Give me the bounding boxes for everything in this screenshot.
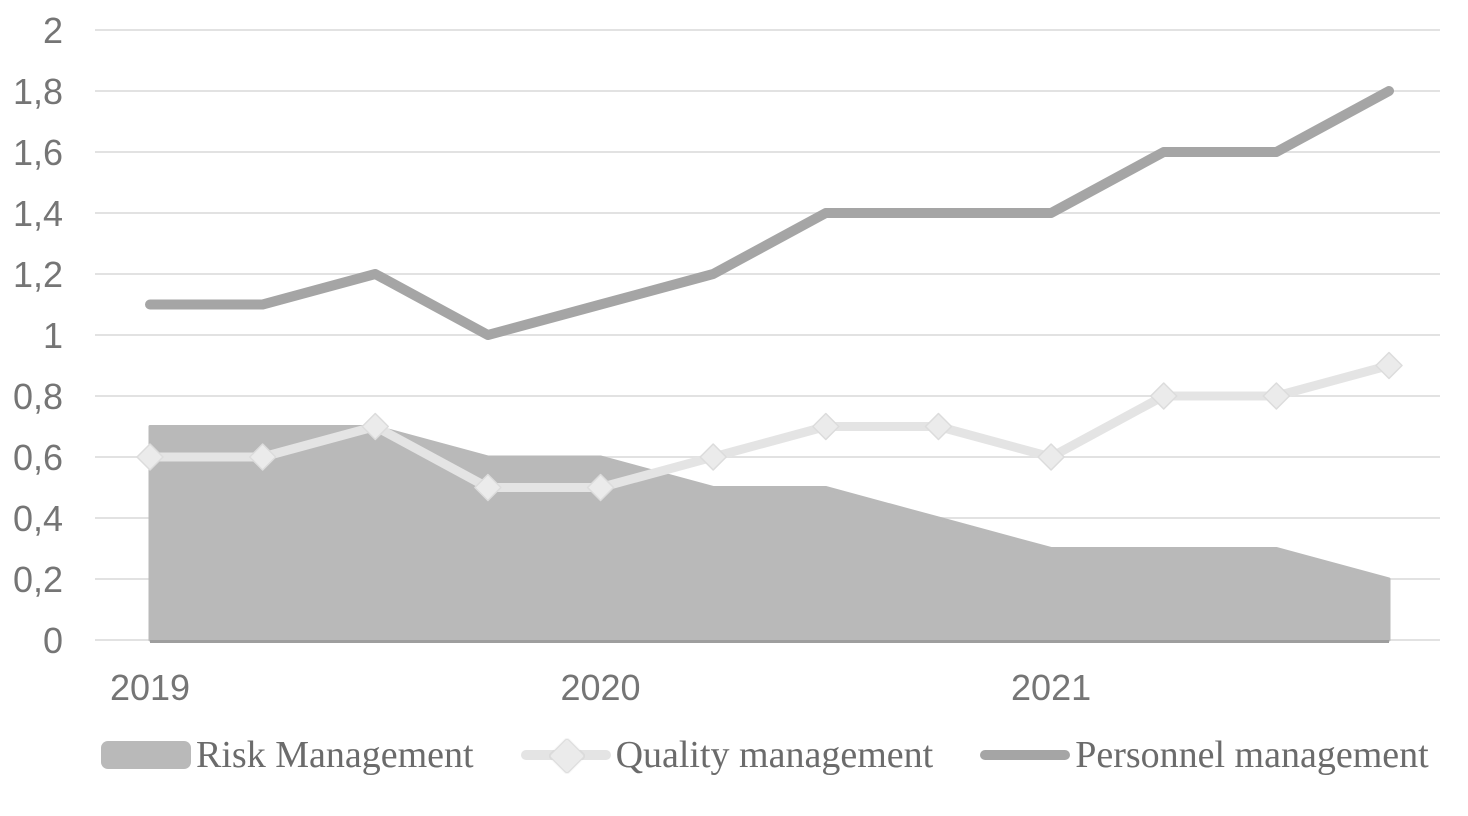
series-layer [136,86,1403,643]
diamond-marker-icon [548,737,585,775]
quality-management-marker [924,412,953,441]
line-swatch-icon [980,750,1071,760]
quality-management-marker [1262,382,1291,410]
legend-item-quality-management: Quality management [520,734,934,776]
quality-management-marker [474,473,502,502]
y-tick-label: 1,4 [13,193,63,234]
y-tick-label: 0,2 [13,559,63,600]
y-tick-label: 0 [43,620,63,661]
legend-item-risk-management: Risk Management [101,736,474,774]
personnel-management-line [145,86,1394,340]
quality-management-marker [812,412,840,441]
x-year-label: 2021 [1011,667,1091,708]
quality-management-marker [586,473,615,502]
quality-management-marker [248,443,277,471]
y-tick-label: 1,2 [13,254,63,295]
area-swatch-icon [101,741,191,769]
quality-management-line [145,361,1394,492]
y-tick-label: 0,8 [13,376,63,417]
y-tick-label: 0,4 [13,498,63,539]
legend-label-quality-management: Quality management [615,734,934,776]
y-tick-label: 2 [43,10,63,51]
y-tick-label: 1,8 [13,71,63,112]
axis-labels-layer: 0 0,2 0,4 0,6 0,8 1 1,2 1,4 1,6 1,8 2 2019 2020 2021 [13,10,1091,708]
y-tick-label: 0,6 [13,437,63,478]
y-tick-label: 1,6 [13,132,63,173]
chart-legend: Risk Management Quality management Perso… [101,734,1429,776]
y-tick-label: 1 [43,315,63,356]
legend-label-personnel-management: Personnel management [1075,734,1429,776]
legend-item-personnel-management: Personnel management [980,736,1429,774]
quality-management-marker [136,443,164,471]
risk-management-area [148,425,1391,642]
x-year-label: 2020 [560,667,640,708]
x-year-label: 2019 [110,667,190,708]
line-diamond-swatch-icon [520,737,611,775]
legend-label-risk-management: Risk Management [196,734,474,776]
quality-management-marker [1375,351,1403,380]
quality-management-marker [699,443,727,471]
quality-management-marker [1149,382,1178,410]
quality-management-marker [1037,443,1065,471]
quality-management-marker [361,412,390,441]
